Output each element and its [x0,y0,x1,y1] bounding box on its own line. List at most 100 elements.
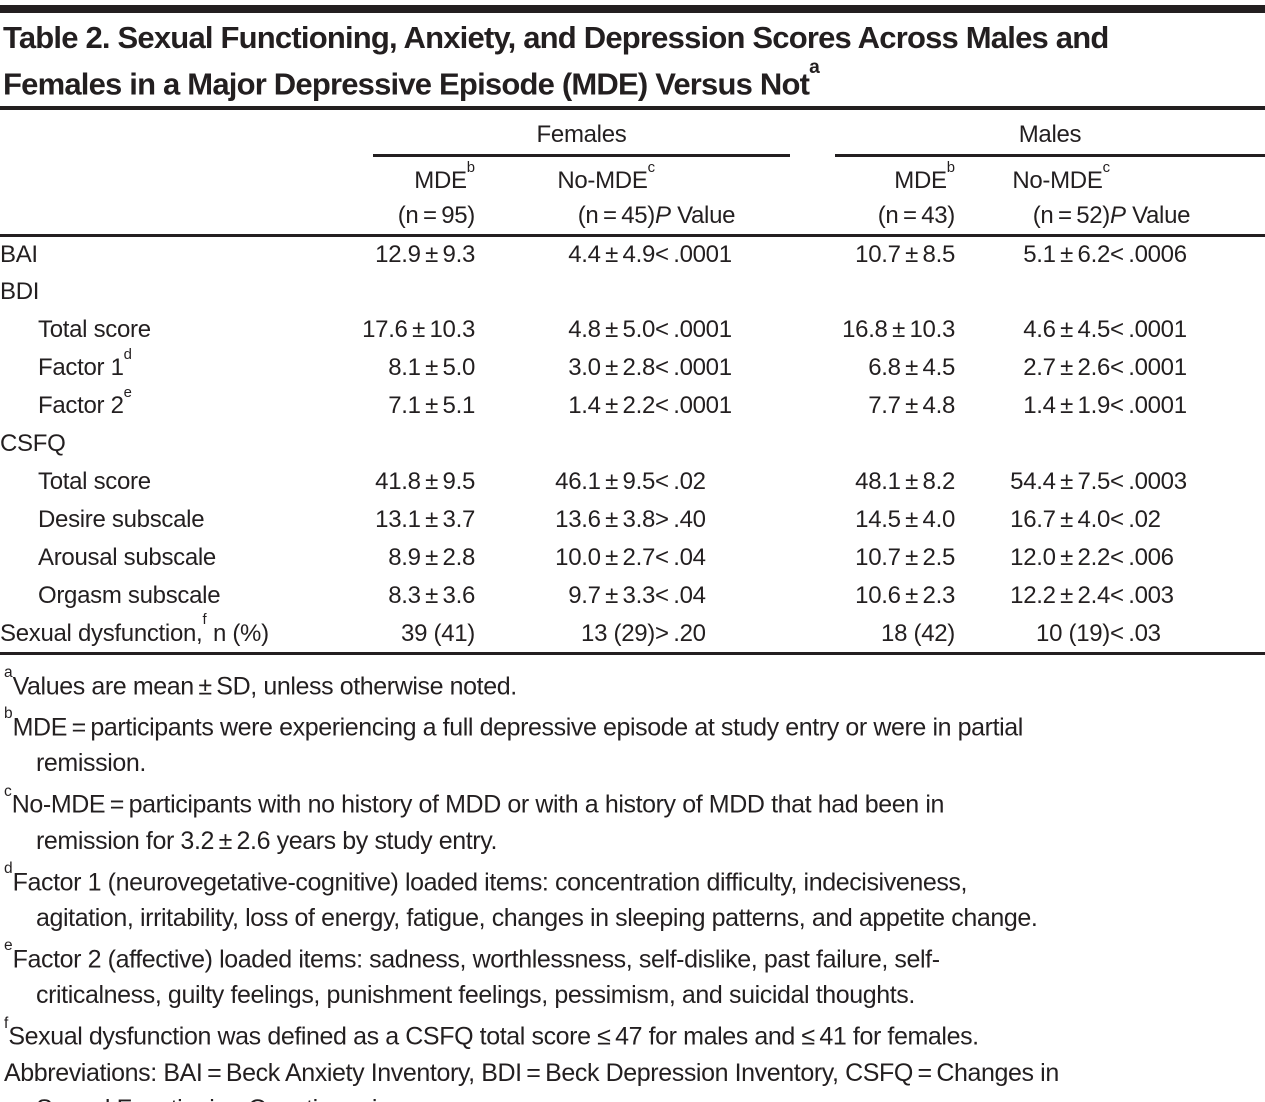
header-empty-cell [0,110,330,157]
row-label: Desire subscale [38,506,205,534]
cell-females-p-value: > .20 [655,615,790,655]
cell-males-mde: 16.8 ± 10.3 [842,316,955,344]
table-row-arousal-subscale: Arousal subscale 8.9 ± 2.8 10.0 ± 2.7 < … [0,539,1265,577]
header-empty-cell [655,157,790,197]
footnote-c-continued: remission for 3.2 ± 2.6 years by study e… [36,826,498,855]
table-row-orgasm-subscale: Orgasm subscale 8.3 ± 3.6 9.7 ± 3.3 < .0… [0,577,1265,615]
cell-females-mde: 41.8 ± 9.5 [375,468,475,496]
table-title: Table 2. Sexual Functioning, Anxiety, an… [3,18,1265,104]
footnote-e-continued: criticalness, guilty feelings, punishmen… [36,981,915,1010]
cell-males-p-value [1110,273,1265,311]
cell-males-no-mde: 2.7 ± 2.6 [1023,354,1110,382]
cell-females-mde: 39 (41) [330,615,475,655]
top-rule [0,5,1265,13]
cell-females-no-mde: 46.1 ± 9.5 [555,468,655,496]
cell-males-no-mde: 16.7 ± 4.0 [1010,506,1110,534]
cell-females-p-value: < .04 [655,544,706,572]
table-title-line-1: Table 2. Sexual Functioning, Anxiety, an… [3,20,1109,55]
table-row-sexual-dysfunction: Sexual dysfunction,f n (%) 39 (41) 13 (2… [0,612,1265,655]
row-label: BAI [0,241,38,269]
cell-females-no-mde: 3.0 ± 2.8 [568,354,655,382]
cell-males-p-value: < .003 [1110,582,1174,610]
row-label: Arousal subscale [38,544,216,572]
table-row-bdi: BDI [0,273,1265,311]
col-header-males-no-mde-n: (n = 52) [955,197,1110,237]
table-row-bai: BAI 12.9 ± 9.3 4.4 ± 4.9 < .0001 10.7 ± … [0,235,1265,273]
cell-males-mde: 7.7 ± 4.8 [868,392,955,420]
col-header-females-no-mde: No-MDEc [557,159,655,195]
cell-males-p-value: < .0003 [1110,468,1187,496]
table-row-csfq: CSFQ [0,425,1265,463]
footnote-f: fSexual dysfunction was defined as a CSF… [4,1014,979,1051]
cell-males-mde: 48.1 ± 8.2 [855,468,955,496]
cell-females-no-mde [475,425,655,463]
header-empty-cell [0,157,330,197]
cell-females-mde: 8.3 ± 3.6 [388,582,475,610]
cell-males-p-value: < .02 [1110,506,1161,534]
cell-females-p-value: < .02 [655,468,706,496]
table-row-bdi-factor-1: Factor 1d 8.1 ± 5.0 3.0 ± 2.8 < .0001 6.… [0,346,1265,387]
title-footnote-marker: a [809,57,820,79]
cell-females-no-mde [475,273,655,311]
row-label: Sexual dysfunction,f n (%) [0,612,330,655]
table-row-desire-subscale: Desire subscale 13.1 ± 3.7 13.6 ± 3.8 > … [0,501,1265,539]
cell-females-p-value [655,425,790,463]
row-label: Total score [38,468,151,496]
footnotes: aValues are mean ± SD, unless otherwise … [0,663,1265,1102]
cell-females-no-mde: 4.8 ± 5.0 [568,316,655,344]
title-divider-rule [0,106,1265,111]
col-header-males-mde-n: (n = 43) [790,197,955,237]
table-title-line-2: Females in a Major Depressive Episode (M… [3,57,820,102]
cell-males-no-mde: 4.6 ± 4.5 [1023,316,1110,344]
cell-females-p-value: < .0001 [655,316,732,344]
row-label: Factor 1d [38,346,132,382]
cell-females-no-mde: 4.4 ± 4.9 [568,241,655,269]
table-row-bdi-factor-2: Factor 2e 7.1 ± 5.1 1.4 ± 2.2 < .0001 7.… [0,384,1265,425]
cell-males-no-mde: 1.4 ± 1.9 [1023,392,1110,420]
group-label-males: Males [1018,121,1082,149]
footnote-b-continued: remission. [36,749,146,778]
cell-females-p-value: < .0001 [655,392,732,420]
col-header-females-no-mde-n: (n = 45) [475,197,655,237]
footnote-e: eFactor 2 (affective) loaded items: sadn… [4,937,940,974]
cell-females-no-mde: 13 (29) [475,615,655,655]
header-empty-cell [1110,157,1265,197]
group-label-females: Females [536,121,627,149]
col-header-females-mde-n: (n = 95) [330,197,475,237]
footnote-c: cNo-MDE = participants with no history o… [4,782,945,819]
cell-males-mde: 10.7 ± 8.5 [855,241,955,269]
data-table: Females Males MDEb No-MDEc MDEb No-MDEc … [0,110,1265,655]
cell-males-mde: 10.7 ± 2.5 [855,544,955,572]
cell-females-p-value: < .0001 [655,241,732,269]
cell-males-no-mde: 5.1 ± 6.2 [1023,241,1110,269]
cell-males-p-value: < .0006 [1110,241,1187,269]
header-empty-cell [0,197,330,237]
cell-males-no-mde [955,273,1110,311]
cell-females-mde: 7.1 ± 5.1 [388,392,475,420]
cell-females-no-mde: 1.4 ± 2.2 [568,392,655,420]
header-group-females: Females [330,110,790,158]
col-header-males-mde: MDEb [894,159,955,195]
cell-females-mde [330,425,475,463]
cell-males-mde [790,425,955,463]
cell-females-p-value [655,273,790,311]
footnote-b: bMDE = participants were experiencing a … [4,705,1023,742]
row-label: Orgasm subscale [38,582,221,610]
cell-males-p-value: < .0001 [1110,316,1187,344]
row-label: BDI [0,278,40,306]
cell-females-no-mde: 10.0 ± 2.7 [555,544,655,572]
cell-males-mde: 10.6 ± 2.3 [855,582,955,610]
footnote-d: dFactor 1 (neurovegetative-cognitive) lo… [4,860,968,897]
cell-females-mde: 17.6 ± 10.3 [362,316,475,344]
row-label: Total score [38,316,151,344]
cell-females-p-value: < .0001 [655,354,732,382]
col-header-males-no-mde: No-MDEc [1012,159,1110,195]
cell-males-no-mde: 12.2 ± 2.4 [1010,582,1110,610]
cell-males-p-value: < .0001 [1110,392,1187,420]
females-group-spanner: Females [373,121,790,158]
cell-females-mde: 8.9 ± 2.8 [388,544,475,572]
col-header-females-mde: MDEb [414,159,475,195]
row-label: Factor 2e [38,384,132,420]
cell-males-no-mde: 12.0 ± 2.2 [1010,544,1110,572]
cell-males-mde: 14.5 ± 4.0 [855,506,955,534]
